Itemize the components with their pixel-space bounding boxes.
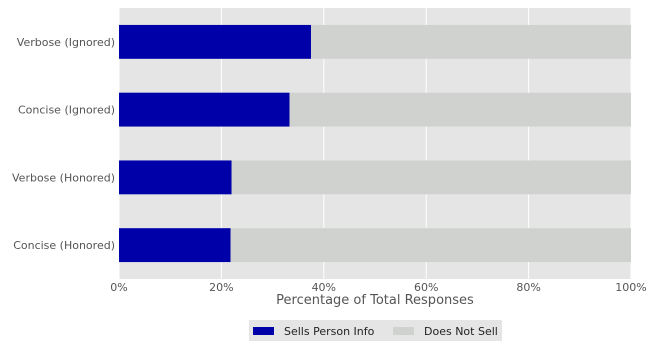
y-tick-label: Verbose (Honored) bbox=[12, 171, 115, 184]
bars bbox=[119, 24, 631, 263]
legend-label: Sells Person Info bbox=[284, 325, 375, 338]
x-tick-label: 20% bbox=[209, 281, 233, 294]
y-tick-label: Concise (Honored) bbox=[13, 239, 115, 252]
x-tick-labels: 0% 20% 40% 60% 80% 100% bbox=[110, 281, 646, 294]
x-tick-label: 80% bbox=[516, 281, 540, 294]
legend-frame bbox=[249, 320, 502, 341]
y-tick-label: Concise (Ignored) bbox=[18, 104, 115, 117]
y-tick-label: Verbose (Ignored) bbox=[17, 36, 115, 49]
x-tick-label: 100% bbox=[615, 281, 646, 294]
y-tick-labels: Verbose (Ignored) Concise (Ignored) Verbos… bbox=[12, 36, 115, 252]
bar-segment-sells-person-info bbox=[119, 228, 231, 263]
legend-label: Does Not Sell bbox=[424, 325, 498, 338]
bar-segment-does-not-sell bbox=[311, 24, 631, 59]
bar-segment-sells-person-info bbox=[119, 24, 311, 59]
legend: Sells Person Info Does Not Sell bbox=[249, 320, 502, 341]
bar-segment-sells-person-info bbox=[119, 92, 290, 127]
x-tick-label: 0% bbox=[110, 281, 127, 294]
x-axis-title: Percentage of Total Responses bbox=[276, 293, 474, 308]
bar-segment-does-not-sell bbox=[289, 92, 631, 127]
bar-segment-does-not-sell bbox=[231, 160, 631, 195]
legend-swatch bbox=[393, 327, 414, 335]
bar-segment-does-not-sell bbox=[230, 228, 631, 263]
x-tick-label: 60% bbox=[414, 281, 438, 294]
bar-segment-sells-person-info bbox=[119, 160, 232, 195]
legend-swatch bbox=[253, 327, 274, 335]
x-tick-label: 40% bbox=[312, 281, 336, 294]
